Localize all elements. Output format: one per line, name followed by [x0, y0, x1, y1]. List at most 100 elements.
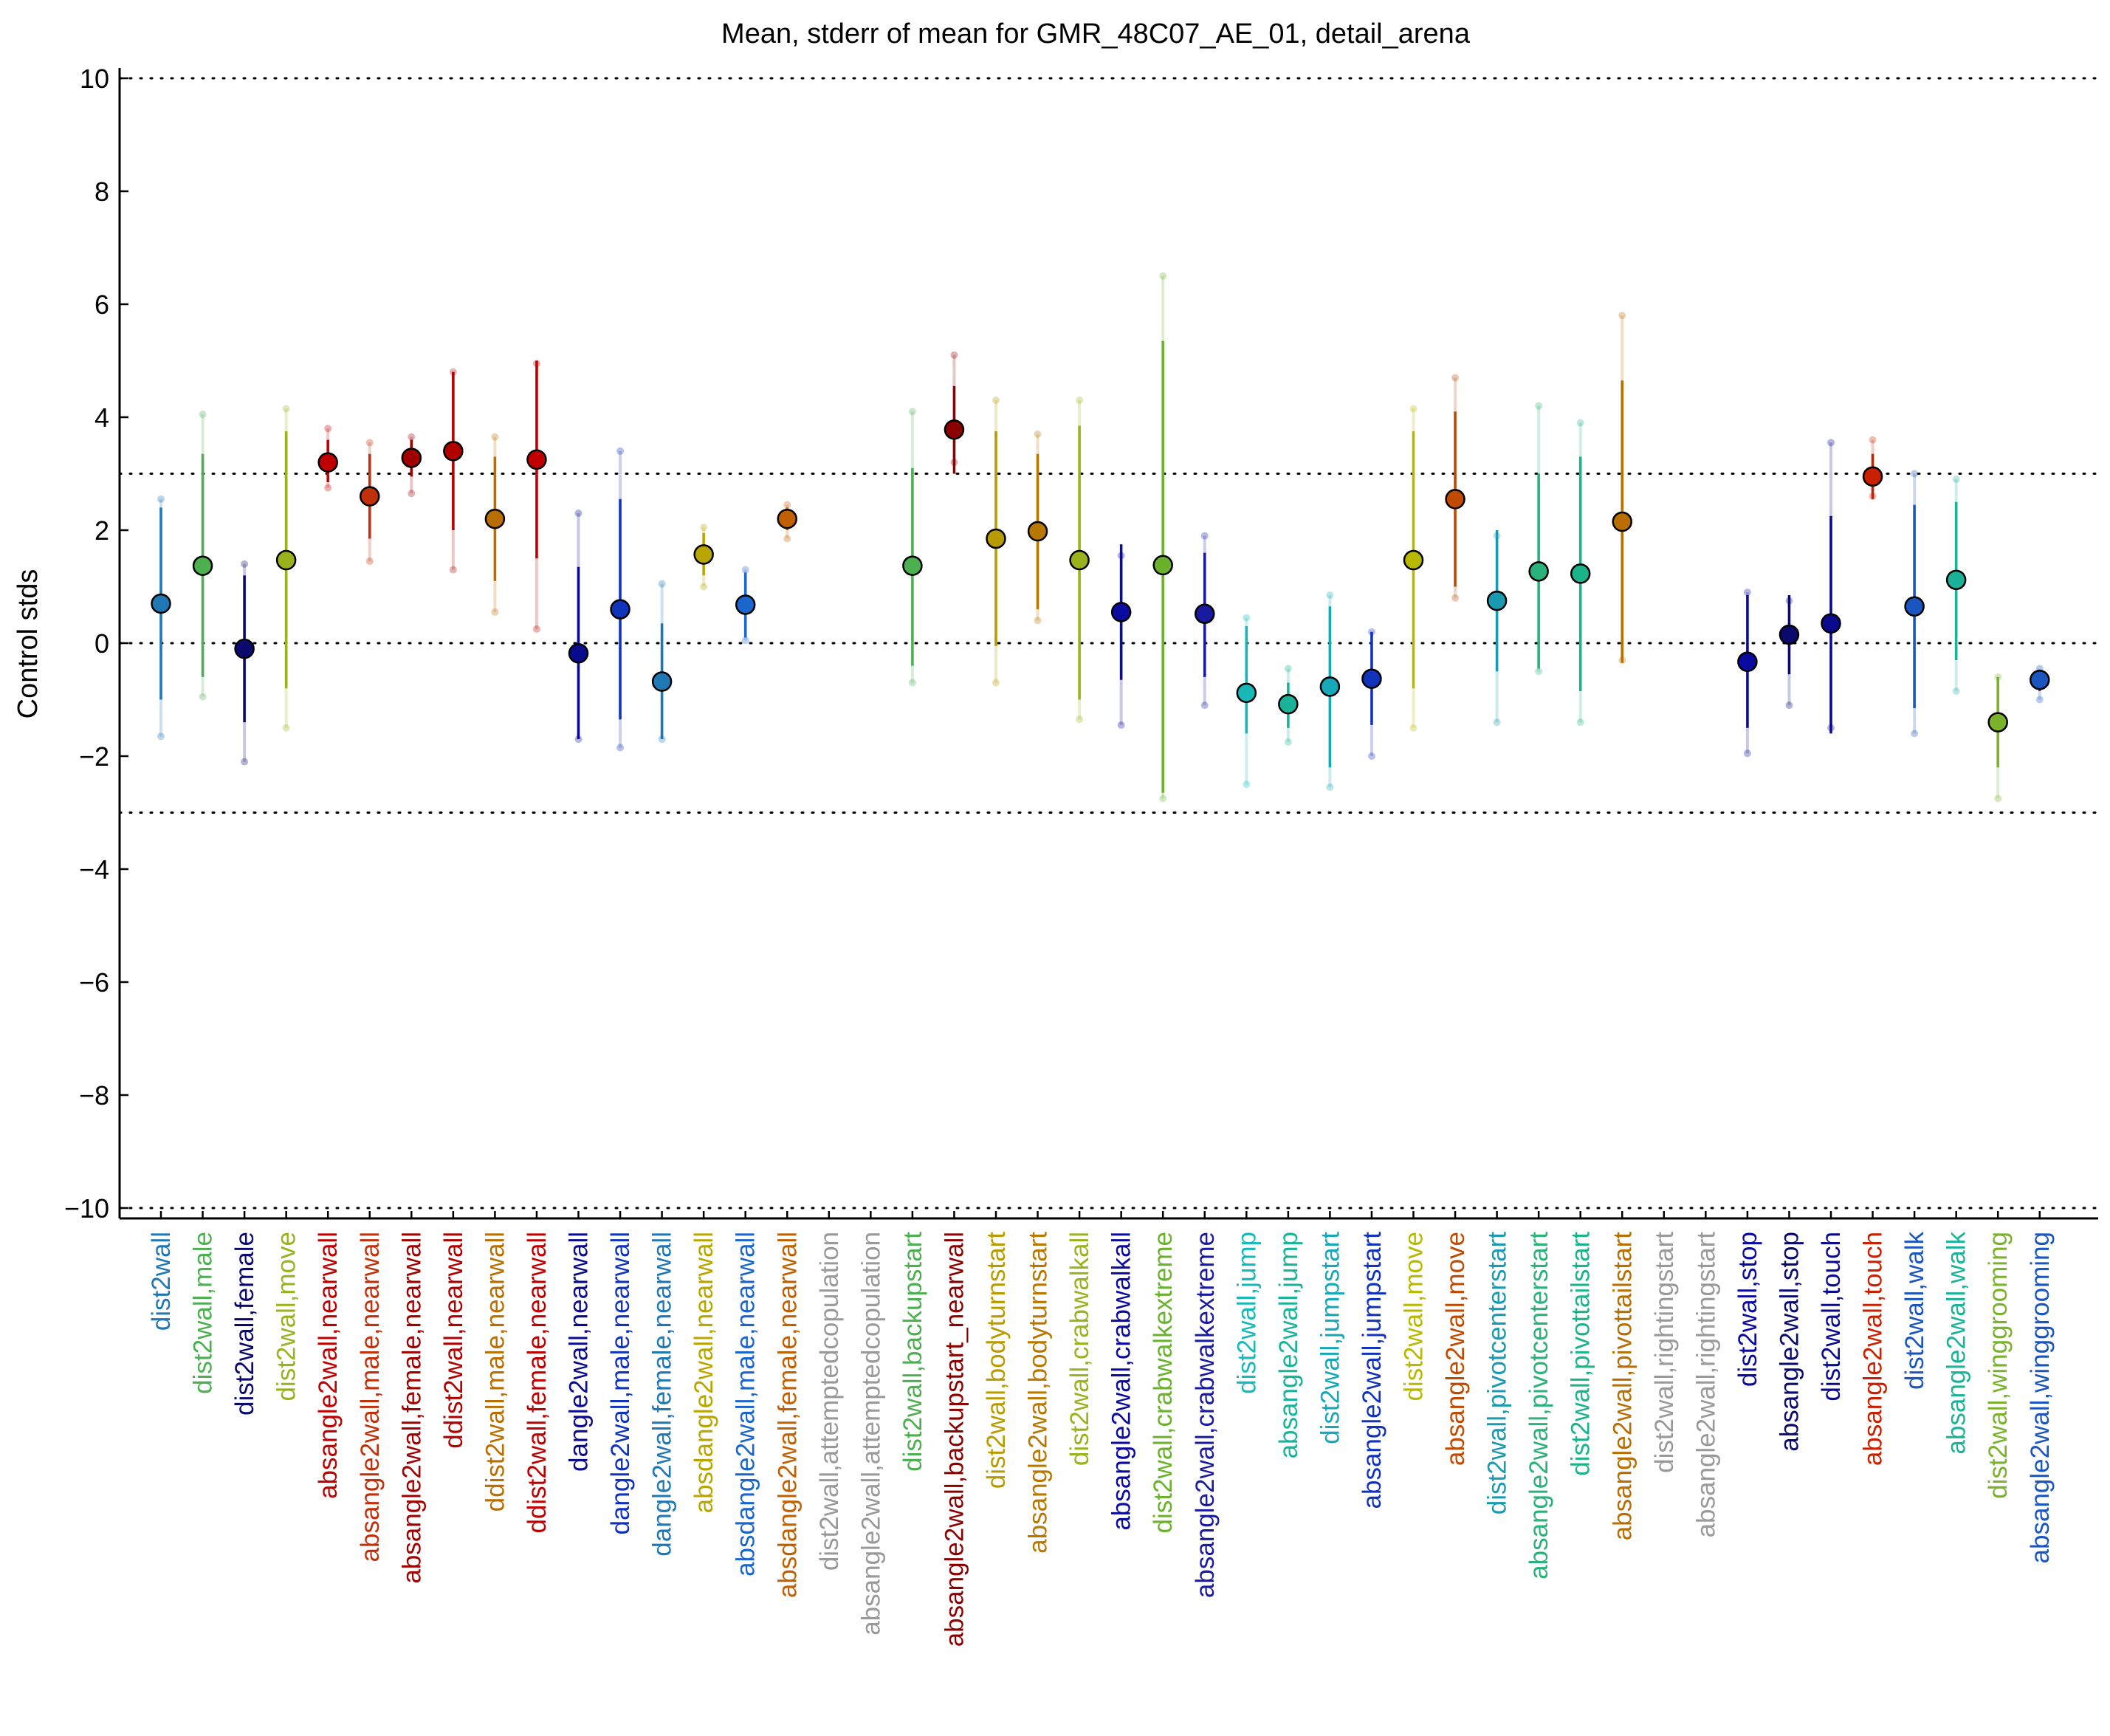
- faint-range-end: [1076, 397, 1084, 405]
- mean-marker: [1152, 555, 1173, 576]
- data-point-group: [693, 524, 714, 591]
- faint-range-end: [157, 733, 165, 741]
- data-point-group: [1236, 614, 1257, 789]
- mean-marker: [317, 452, 338, 473]
- data-point-group: [651, 580, 673, 744]
- faint-range-end: [1994, 795, 2002, 803]
- mean-marker: [1570, 563, 1591, 584]
- faint-range-end: [324, 425, 332, 433]
- category-label: absangle2wall,backupstart_nearwall: [940, 1232, 969, 1647]
- mean-marker: [1904, 596, 1925, 617]
- data-point-group: [1570, 419, 1591, 727]
- mean-marker: [568, 643, 589, 664]
- mean-marker: [1069, 549, 1090, 571]
- category-label: dist2wall,touch: [1817, 1232, 1846, 1402]
- mean-marker: [1612, 511, 1632, 532]
- data-point-group: [360, 439, 380, 566]
- faint-range-end: [1159, 795, 1167, 803]
- mean-marker: [986, 528, 1006, 549]
- category-label: ddist2wall,male,nearwall: [481, 1232, 509, 1512]
- y-axis-label: Control stds: [13, 569, 44, 719]
- faint-range-end: [1535, 668, 1543, 676]
- faint-range-end: [908, 679, 916, 687]
- data-point-group: [610, 447, 630, 752]
- faint-range-end: [157, 495, 165, 503]
- data-point-group: [1612, 312, 1632, 664]
- mean-marker: [902, 555, 923, 576]
- data-point-group: [1069, 397, 1090, 724]
- faint-range-end: [1243, 780, 1251, 789]
- y-tick-label: 10: [80, 64, 109, 94]
- y-tick-label: −8: [79, 1080, 109, 1111]
- mean-marker: [1195, 603, 1215, 624]
- faint-range-end: [241, 758, 249, 766]
- data-point-group: [317, 425, 338, 492]
- data-point-group: [275, 405, 297, 732]
- faint-range-end: [1117, 721, 1125, 729]
- data-point-group: [1110, 544, 1132, 729]
- faint-range-end: [992, 397, 1000, 405]
- data-point-group: [1779, 594, 1800, 710]
- data-point-group: [1403, 405, 1424, 732]
- faint-range-end: [950, 351, 958, 359]
- category-label: absangle2wall,touch: [1859, 1232, 1888, 1466]
- category-label: dist2wall,female: [230, 1232, 259, 1416]
- data-point-group: [1528, 402, 1549, 676]
- data-point-group: [902, 408, 923, 687]
- faint-range-end: [1743, 589, 1751, 597]
- faint-range-end: [1911, 730, 1919, 738]
- faint-range-end: [1409, 724, 1417, 732]
- category-label: absangle2wall,female,nearwall: [397, 1232, 426, 1584]
- mean-marker: [651, 671, 673, 692]
- faint-range-end: [616, 744, 625, 752]
- mean-marker: [1445, 489, 1465, 510]
- faint-range-end: [324, 484, 332, 492]
- mean-marker: [1821, 613, 1841, 634]
- mean-marker: [2030, 669, 2050, 690]
- data-point-group: [777, 501, 797, 543]
- category-label: ddist2wall,female,nearwall: [523, 1232, 551, 1534]
- data-point-group: [1195, 532, 1215, 710]
- data-point-group: [986, 397, 1006, 687]
- data-point-group: [1445, 374, 1465, 602]
- category-label: dist2wall,bodyturnstart: [982, 1232, 1011, 1489]
- category-label: absangle2wall,male,nearwall: [356, 1232, 385, 1562]
- category-label: absangle2wall,crabwalkall: [1107, 1232, 1136, 1531]
- mean-marker: [777, 508, 797, 529]
- faint-range-end: [1284, 665, 1292, 673]
- mean-marker: [443, 441, 464, 462]
- mean-marker: [484, 508, 506, 529]
- y-tick-label: 6: [94, 289, 109, 320]
- faint-range-end: [1200, 532, 1209, 540]
- mean-marker: [1862, 466, 1883, 487]
- mean-marker: [1737, 651, 1758, 672]
- category-label: dist2wall,rightingstart: [1650, 1232, 1679, 1473]
- y-tick-label: 2: [94, 515, 109, 546]
- faint-range-end: [1451, 594, 1460, 602]
- faint-range-end: [1827, 439, 1835, 447]
- faint-range-end: [741, 566, 749, 574]
- data-point-group: [151, 495, 171, 741]
- faint-range-end: [1326, 591, 1334, 599]
- faint-range-end: [199, 693, 207, 701]
- y-tick-label: −4: [79, 854, 109, 885]
- category-label: dist2wall,walk: [1900, 1232, 1929, 1390]
- category-label: dangle2wall,male,nearwall: [606, 1232, 635, 1535]
- faint-range-end: [1576, 718, 1584, 727]
- faint-range-end: [408, 490, 416, 498]
- mean-marker: [526, 449, 547, 470]
- category-label: dist2wall,crabwalkall: [1065, 1232, 1094, 1466]
- faint-range-end: [449, 566, 457, 574]
- reference-lines: [118, 77, 2100, 1210]
- y-tick-label: 4: [94, 402, 109, 433]
- faint-range-end: [1326, 783, 1334, 792]
- mean-marker: [944, 419, 965, 440]
- data-marks: [151, 272, 2050, 803]
- y-tick-label: 0: [94, 628, 109, 659]
- faint-range-end: [1952, 687, 1960, 696]
- faint-range-end: [658, 580, 666, 588]
- category-label: absdangle2wall,female,nearwall: [773, 1232, 802, 1598]
- category-label: absangle2wall,winggrooming: [2026, 1232, 2055, 1563]
